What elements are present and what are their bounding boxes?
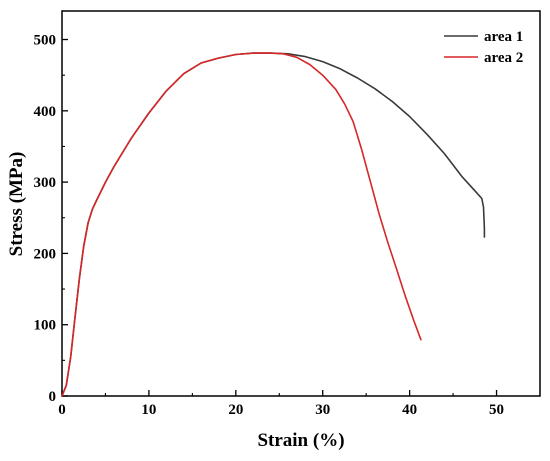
x-tick-label: 50	[489, 402, 504, 418]
y-tick-label: 400	[34, 104, 57, 120]
x-tick-label: 0	[58, 402, 66, 418]
x-axis-title: Strain (%)	[257, 430, 344, 451]
series-line-2	[61, 52, 422, 397]
series-layer	[61, 52, 486, 397]
series-line-1	[61, 52, 486, 397]
y-tick-label: 500	[34, 33, 57, 49]
y-tick-label: 200	[34, 246, 57, 262]
x-tick-label: 30	[315, 402, 330, 418]
plot-frame	[61, 10, 541, 397]
legend-label-2: area 2	[484, 50, 523, 66]
y-axis-title: Stress (MPa)	[6, 152, 27, 257]
y-tick-label: 0	[49, 389, 57, 405]
x-tick-label: 20	[228, 402, 243, 418]
legend: area 1 area 2	[444, 29, 523, 66]
legend-label-1: area 1	[484, 29, 523, 45]
y-tick-label: 300	[34, 175, 57, 191]
x-tick-label: 40	[402, 402, 417, 418]
y-tick-label: 100	[34, 318, 57, 334]
x-tick-label: 10	[141, 402, 156, 418]
